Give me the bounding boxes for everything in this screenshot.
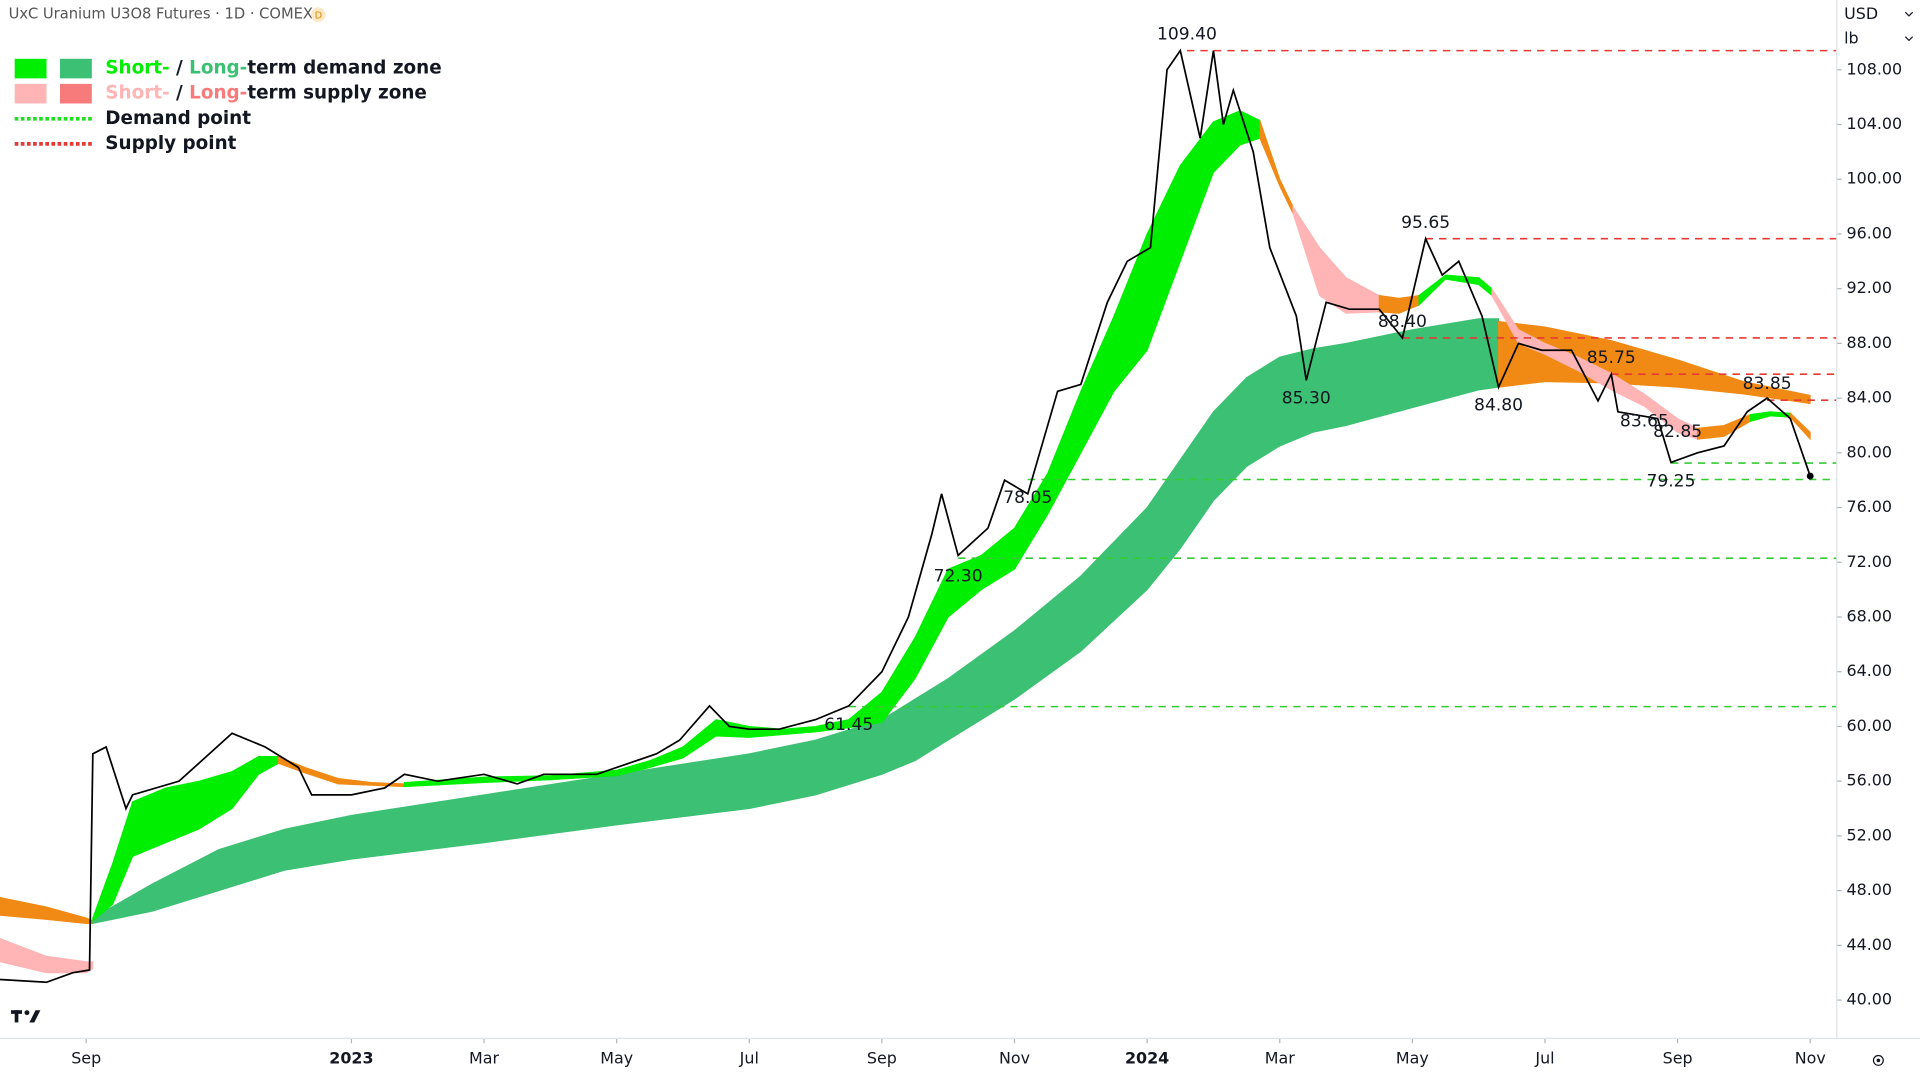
level-label: 85.75 bbox=[1587, 348, 1636, 368]
level-label: 88.40 bbox=[1378, 312, 1427, 332]
symbol-title: UxC Uranium U3O8 Futures · 1D · COMEX bbox=[9, 6, 313, 23]
y-tick-label: 96.00 bbox=[1847, 223, 1893, 242]
y-tick-label: 104.00 bbox=[1847, 114, 1903, 133]
level-label: 85.30 bbox=[1282, 389, 1331, 409]
y-tick-label: 88.00 bbox=[1847, 333, 1893, 352]
legend-text: Short- bbox=[105, 83, 169, 104]
legend-swatch bbox=[60, 58, 92, 79]
legend-text: term demand zone bbox=[247, 58, 441, 79]
x-tick-label: May bbox=[600, 1049, 633, 1068]
x-tick-label: Mar bbox=[1265, 1049, 1295, 1068]
legend-entry: Demand point bbox=[105, 108, 251, 129]
x-tick-label: Sep bbox=[867, 1049, 897, 1068]
legend-entry: Short- / Long-term demand zone bbox=[105, 58, 441, 79]
badge bbox=[311, 7, 326, 23]
last-price-dot bbox=[1806, 472, 1814, 480]
legend-entry: Supply point bbox=[105, 133, 236, 154]
logo bbox=[11, 1010, 41, 1023]
x-tick-label: 2024 bbox=[1125, 1049, 1169, 1068]
x-tick-label: 2023 bbox=[329, 1049, 373, 1068]
level-label: 95.65 bbox=[1401, 213, 1450, 233]
unit[interactable]: lb bbox=[1844, 29, 1859, 48]
level-label: 72.30 bbox=[934, 567, 983, 587]
level-label: 61.45 bbox=[824, 715, 873, 735]
y-tick-label: 68.00 bbox=[1847, 607, 1893, 626]
settings-icon[interactable] bbox=[1872, 1054, 1884, 1066]
level-label: 83.85 bbox=[1743, 374, 1792, 394]
x-tick-label: Nov bbox=[1795, 1049, 1826, 1068]
x-tick-label: Mar bbox=[469, 1049, 499, 1068]
plot bbox=[0, 48, 1842, 1044]
legend-text: Short- bbox=[105, 58, 169, 79]
x-tick-label: May bbox=[1396, 1049, 1429, 1068]
legend-swatch bbox=[60, 83, 92, 104]
currency[interactable]: USD bbox=[1844, 4, 1878, 23]
settings-icon-dot bbox=[1876, 1058, 1881, 1063]
zone bbox=[1789, 412, 1811, 441]
y-tick-label: 80.00 bbox=[1847, 442, 1893, 461]
zone bbox=[0, 937, 94, 974]
x-tick-label: Sep bbox=[1663, 1049, 1693, 1068]
legend-swatch bbox=[14, 83, 47, 104]
y-tick-label: 92.00 bbox=[1847, 278, 1893, 297]
y-tick-label: 48.00 bbox=[1847, 880, 1893, 899]
y-tick-label: 72.00 bbox=[1847, 552, 1893, 571]
y-tick-label: 40.00 bbox=[1847, 990, 1893, 1009]
legend-text: Long- bbox=[189, 58, 247, 79]
y-tick-label: 76.00 bbox=[1847, 497, 1893, 516]
y-tick-label: 44.00 bbox=[1847, 935, 1893, 954]
x-tick-label: Jul bbox=[1534, 1049, 1554, 1068]
badge-text: D bbox=[315, 10, 323, 21]
price-line bbox=[0, 48, 1812, 984]
legend-text: / bbox=[170, 58, 190, 79]
x-tick-label: Nov bbox=[999, 1049, 1030, 1068]
legend-swatch bbox=[14, 58, 47, 79]
x-tick-label: Jul bbox=[739, 1049, 759, 1068]
y-tick-label: 60.00 bbox=[1847, 716, 1893, 735]
level-label: 109.40 bbox=[1157, 25, 1217, 45]
level-label: 78.05 bbox=[1003, 488, 1052, 508]
y-tick-label: 52.00 bbox=[1847, 825, 1893, 844]
y-tick-label: 108.00 bbox=[1847, 59, 1903, 78]
zone bbox=[1498, 320, 1811, 405]
legend-entry: Short- / Long-term supply zone bbox=[105, 83, 427, 104]
y-tick-label: 56.00 bbox=[1847, 771, 1893, 790]
legend-text: / bbox=[170, 83, 190, 104]
level-label: 79.25 bbox=[1646, 471, 1695, 491]
y-tick-label: 64.00 bbox=[1847, 661, 1893, 680]
level-label: 83.65 bbox=[1620, 411, 1669, 431]
y-tick-label: 84.00 bbox=[1847, 388, 1893, 407]
x-tick-label: Sep bbox=[71, 1049, 101, 1068]
y-tick-label: 100.00 bbox=[1847, 169, 1903, 188]
legend-text: term supply zone bbox=[247, 83, 427, 104]
legend-text: Long- bbox=[189, 83, 247, 104]
level-label: 84.80 bbox=[1474, 396, 1523, 416]
unit-dropdown[interactable] bbox=[1904, 11, 1914, 42]
level-label: 82.85 bbox=[1653, 422, 1702, 442]
